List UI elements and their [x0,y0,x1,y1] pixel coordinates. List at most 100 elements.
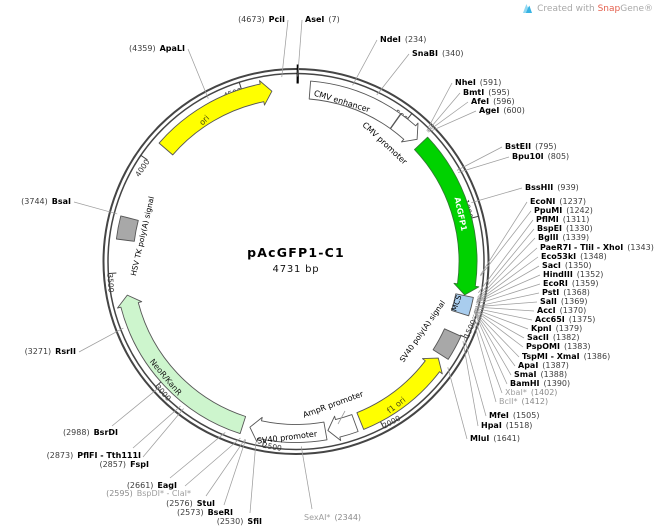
scale-tick-label: 3500 [105,273,115,293]
feature-arc-mcs[interactable] [451,293,474,317]
plasmid-backbone-outer [102,68,490,455]
site-leader-bspdi-clai [184,437,241,487]
site-label-agei[interactable]: AgeI (600) [479,106,525,115]
site-label-pflmi[interactable]: PflMI (1311) [536,215,589,224]
site-leader-bsrdi [111,386,161,427]
plasmid-name: pAcGFP1-C1 [247,245,345,260]
site-leader-snabi [376,53,410,96]
site-label-bspei[interactable]: BspEI (1330) [537,224,593,233]
site-leader-smai [473,311,512,376]
watermark-text: Created with SnapGene® [537,3,653,14]
site-leader-kpni [474,308,529,330]
site-label-sali[interactable]: SalI (1369) [540,297,588,306]
site-label-sfii[interactable]: (2530) SfiI [217,517,262,526]
site-leader-apali [187,48,209,99]
site-label-ppumi[interactable]: PpuMI (1242) [534,206,593,215]
site-leader-sexai [300,446,313,510]
snapgene-logo-icon [523,4,533,13]
site-leader-pcii [281,19,289,78]
site-label-saci[interactable]: SacI (1350) [542,261,592,270]
feature-label-ampr-promoter[interactable]: AmpR promoter [302,389,365,419]
site-leader-bamhi [473,311,508,385]
site-label-bsrdi[interactable]: (2988) BsrDI [63,428,118,437]
feature-arc-sv40-poly-a-signal[interactable] [432,328,462,360]
feature-arc-acgfp1[interactable] [414,136,480,296]
site-label-bmti[interactable]: BmtI (595) [463,88,510,97]
site-label-ndei[interactable]: NdeI (234) [380,35,426,44]
site-label-bcli[interactable]: BclI* (1412) [499,397,548,406]
site-label-bglii[interactable]: BglII (1339) [538,233,589,242]
site-label-bspdi-clai[interactable]: (2595) BspDI* - ClaI* [106,489,191,498]
site-label-sacii[interactable]: SacII (1382) [527,333,579,342]
site-label-eagi[interactable]: (2661) EagI [127,481,177,490]
site-leader-bpu10i [458,156,510,173]
site-label-paer7i-tlii-xhoi[interactable]: PaeR7I - TliI - XhoI (1343) [540,243,654,252]
site-leader-sacii [474,309,525,339]
site-leader-mfei [463,338,487,417]
site-label-pspomi[interactable]: PspOMI (1383) [526,342,591,351]
snapgene-watermark: Created with SnapGene® [522,3,653,14]
site-label-apai[interactable]: ApaI (1387) [518,361,569,370]
site-label-acci[interactable]: AccI (1370) [537,306,586,315]
site-leader-bseri [223,439,247,506]
site-label-rsrii[interactable]: (3271) RsrII [25,347,76,356]
site-label-stui[interactable]: (2576) StuI [166,499,215,508]
site-leader-ndei [352,39,378,86]
site-leader-asei [297,19,303,77]
site-label-eco53ki[interactable]: Eco53kI (1348) [541,252,607,261]
site-label-bsteii[interactable]: BstEII (795) [505,142,557,151]
site-label-mfei[interactable]: MfeI (1505) [489,411,539,420]
site-label-snabi[interactable]: SnaBI (340) [412,49,463,58]
site-leader-agei [428,110,477,133]
site-label-afei[interactable]: AfeI (596) [471,97,515,106]
site-label-econi[interactable]: EcoNI (1237) [530,197,586,206]
site-leader-xbai [472,314,503,394]
site-leader-bsteii [456,146,503,171]
site-label-asei[interactable]: AseI (7) [305,15,340,24]
site-leader-pflfi-tth111i [132,405,181,449]
feature-arc-ampr-promoter[interactable] [327,414,359,441]
site-label-acc65i[interactable]: Acc65I (1375) [535,315,595,324]
feature-arc-ori[interactable] [158,80,273,156]
site-leader-eco53ki [476,256,539,303]
site-leader-bsshii [471,187,523,204]
feature-arc-hsv-tk-poly-a-signal[interactable] [115,215,139,242]
feature-arc-f1-ori[interactable] [356,357,443,430]
site-label-bpu10i[interactable]: Bpu10I (805) [512,152,569,161]
site-leader-bsai [73,201,118,215]
site-leader-ecori [475,283,541,305]
site-label-bsshii[interactable]: BssHII (939) [525,183,579,192]
site-leader-eagi [169,432,226,479]
site-label-ecori[interactable]: EcoRI (1359) [543,279,598,288]
scale-tick-3000 [154,380,162,388]
site-label-hindiii[interactable]: HindIII (1352) [543,270,603,279]
site-label-mlui[interactable]: MluI (1641) [470,434,520,443]
site-label-sexai[interactable]: SexAI* (2344) [304,513,361,522]
site-label-xbai[interactable]: XbaI* (1402) [505,388,557,397]
site-label-fspi[interactable]: (2857) FspI [99,460,149,469]
site-label-pflfi-tth111i[interactable]: (2873) PflFI - Tth111I [47,451,141,460]
site-leader-stui [205,439,246,497]
feature-arc-cmv-promoter[interactable] [390,113,419,143]
site-label-bamhi[interactable]: BamHI (1390) [510,379,570,388]
site-label-hpai[interactable]: HpaI (1518) [481,421,532,430]
site-label-pcii[interactable]: (4673) PciI [238,15,285,24]
site-label-psti[interactable]: PstI (1368) [542,288,590,297]
site-leader-hpai [462,341,479,427]
site-leader-saci [476,265,540,303]
scale-tick-1500 [460,334,469,340]
site-label-bseri[interactable]: (2573) BseRI [177,508,233,517]
brand-snap: Snap [597,3,621,14]
site-label-apali[interactable]: (4359) ApaLI [129,44,185,53]
site-label-nhei[interactable]: NheI (591) [455,78,501,87]
site-leader-ppumi [480,210,532,277]
site-label-kpni[interactable]: KpnI (1379) [531,324,582,333]
site-label-smai[interactable]: SmaI (1388) [514,370,567,379]
site-label-tspmi-xmai[interactable]: TspMI - XmaI (1386) [522,352,610,361]
feature-arc-sv40-promoter[interactable] [249,416,328,443]
feature-arc-neor-kanr[interactable] [117,294,247,435]
site-label-bsai[interactable]: (3744) BsaI [21,197,71,206]
brand-gene: Gene® [620,3,653,14]
